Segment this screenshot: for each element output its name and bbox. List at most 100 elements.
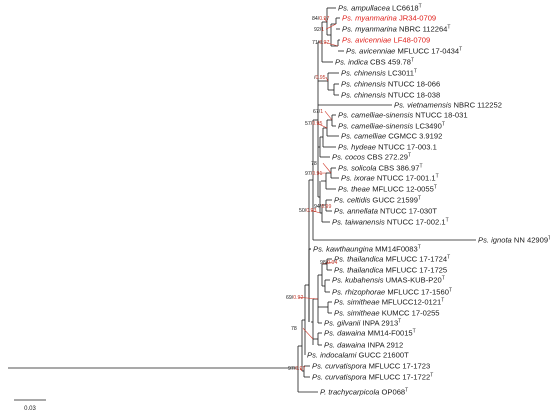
- type-marker: T: [411, 58, 414, 64]
- taxon-label: Ps. annellata NTUCC 17-030T: [334, 207, 437, 216]
- support-separator: /: [311, 171, 313, 177]
- taxon-collection: KUMCC 17-0255: [380, 309, 440, 318]
- support-leader: [310, 209, 321, 214]
- support-value: 97/0.91: [305, 171, 322, 177]
- taxon-collection: MFLUCC 12-0055: [370, 185, 434, 194]
- taxon-collection: LC6618: [390, 4, 419, 13]
- taxon-genus: Ps.: [332, 153, 345, 162]
- support-leader: [323, 18, 328, 23]
- posterior-value: 0.94: [327, 260, 337, 266]
- taxon-label: Ps. celtidis GUCC 21599T: [334, 196, 421, 205]
- taxon-genus: Ps.: [334, 207, 347, 216]
- taxon-species: curvatispora: [325, 373, 366, 382]
- taxon-label: Ps. indica CBS 459.78T: [335, 58, 414, 67]
- taxon-label: Ps. curvatispora MFLUCC 17-1722T: [312, 373, 433, 382]
- support-value: 84/0.97: [312, 16, 329, 22]
- type-marker: T: [459, 47, 462, 53]
- taxon-collection: MFLUCC 17-1723: [366, 362, 430, 371]
- taxon-genus: Ps.: [342, 36, 355, 45]
- taxon-genus: Ps.: [341, 174, 354, 183]
- taxon-collection: NTUCC 17-001.1: [375, 174, 436, 183]
- support-separator: /: [311, 121, 313, 127]
- posterior-value: 0.93: [306, 208, 316, 214]
- taxon-label: Ps. gilvanii INPA 2913T: [324, 319, 401, 328]
- posterior-value: 0.97: [319, 16, 329, 22]
- posterior-value: 0.95: [312, 121, 322, 127]
- taxon-species: kawthaungina: [326, 245, 373, 254]
- taxon-genus: Ps.: [324, 341, 337, 350]
- type-marker: T: [414, 69, 417, 75]
- support-separator: /: [320, 27, 322, 33]
- taxon-label: Ps. kawthaungina MM14F0083T: [313, 245, 421, 254]
- type-marker: T: [434, 185, 437, 191]
- bootstrap-value: 69: [286, 295, 292, 301]
- taxon-label: Ps. simitheae MFLUCC12-0121T: [334, 298, 444, 307]
- support-value: 69/0.92: [286, 295, 303, 301]
- taxon-species: ampullacea: [351, 4, 390, 13]
- taxon-collection: LC3490: [413, 122, 442, 131]
- taxon-label: Ps. myanmarina NBRC 112264T: [342, 25, 450, 34]
- bootstrap-value: 84: [312, 16, 318, 22]
- taxon-label: Ps. chinensis NTUCC 18-038: [341, 91, 440, 100]
- taxon-species: dawaina: [337, 329, 365, 338]
- taxon-species: thailandica: [347, 255, 383, 264]
- taxon-genus: Ps.: [312, 373, 325, 382]
- bootstrap-value: 92: [314, 27, 320, 33]
- taxon-species: camelliae-sinensis: [351, 111, 413, 120]
- taxon-species: camelliae-sinensis: [351, 122, 413, 131]
- taxon-label: Ps. solicola CBS 386.97T: [338, 164, 423, 173]
- support-separator: /: [294, 366, 296, 372]
- type-marker: T: [419, 164, 422, 170]
- support-value: 67/1: [313, 109, 323, 115]
- taxon-label: Ps. ampullacea LC6618T: [338, 4, 422, 13]
- taxon-genus: Ps.: [307, 351, 320, 360]
- support-value: 78: [291, 326, 297, 332]
- taxon-label: Ps. dawaina INPA 2912: [324, 341, 403, 350]
- taxon-label: Ps. simitheae KUMCC 17-0255: [334, 309, 440, 318]
- support-value: 78: [311, 161, 317, 167]
- posterior-value: 0.99: [321, 204, 331, 210]
- taxon-genus: Ps.: [335, 58, 348, 67]
- support-value: 71/0.97: [312, 40, 329, 46]
- taxon-collection: NTUCC 17-003.1: [376, 143, 437, 152]
- taxon-label: Ps. theae MFLUCC 12-0055T: [338, 185, 437, 194]
- taxon-label: Ps. rhizophorae MFLUCC 17-1560T: [332, 288, 452, 297]
- taxon-species: ixorae: [354, 174, 375, 183]
- support-leader: [316, 122, 328, 129]
- type-marker: T: [447, 25, 450, 31]
- support-separator: /: [320, 204, 322, 210]
- support-leader: [322, 163, 332, 174]
- bootstrap-value: 78: [311, 161, 317, 167]
- support-value: 98/0.94: [320, 260, 337, 266]
- posterior-value: 1: [320, 109, 323, 115]
- posterior-value: 0.97: [319, 40, 329, 46]
- taxon-collection: CBS 272.29: [365, 153, 408, 162]
- taxon-species: annellata: [347, 207, 378, 216]
- posterior-value: 0.92: [293, 295, 303, 301]
- taxon-label: Ps. thailandica MFLUCC 17-1725: [334, 266, 447, 275]
- support-value: 92/1: [314, 27, 324, 33]
- taxon-genus: Ps.: [338, 164, 351, 173]
- taxon-genus: Ps.: [338, 185, 351, 194]
- bootstrap-value: 71: [312, 40, 318, 46]
- taxon-species: curvatispora: [325, 362, 366, 371]
- taxon-genus: Ps.: [324, 319, 337, 328]
- taxon-label: Ps. thailandica MFLUCC 17-1724T: [334, 255, 450, 264]
- taxon-species: cocos: [345, 153, 365, 162]
- taxon-species: chinensis: [354, 69, 386, 78]
- taxon-collection: LC3011: [386, 69, 414, 78]
- support-separator: /: [314, 75, 316, 81]
- taxon-collection: INPA 2913: [360, 319, 398, 328]
- taxon-species: indica: [348, 58, 368, 67]
- taxon-collection: CBS 459.78: [368, 58, 411, 67]
- taxon-collection: UMAS-KUB-P20: [384, 276, 442, 285]
- type-marker: T: [447, 255, 450, 261]
- support-leader-lines: [297, 18, 339, 372]
- taxon-label: Ps. indocalami GUCC 21600T: [307, 351, 409, 360]
- taxon-species: avicenniae: [355, 36, 391, 45]
- taxon-genus: Ps.: [338, 143, 351, 152]
- bootstrap-value: 67: [313, 109, 319, 115]
- taxon-collection: INPA 2912: [365, 341, 403, 350]
- support-separator: /: [326, 260, 328, 266]
- taxon-species: indocalami: [320, 351, 357, 360]
